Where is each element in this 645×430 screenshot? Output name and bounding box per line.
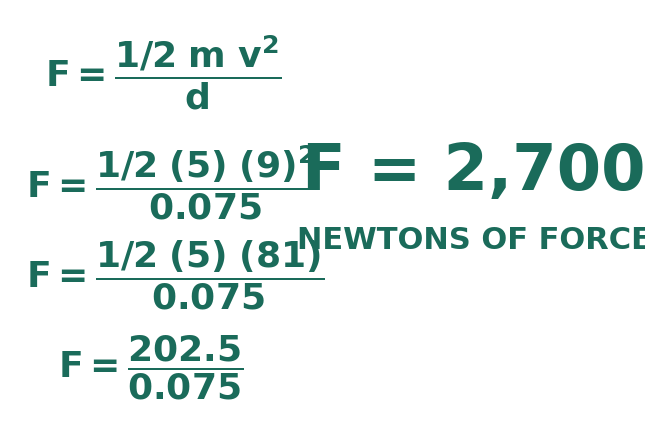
- Text: $\mathbf{F = \dfrac{202.5}{0.075}}$: $\mathbf{F = \dfrac{202.5}{0.075}}$: [58, 334, 243, 402]
- Text: F = 2,700: F = 2,700: [303, 141, 645, 203]
- Text: $\mathbf{F = \dfrac{1/2\ (5)\ (81)}{0.075}}$: $\mathbf{F = \dfrac{1/2\ (5)\ (81)}{0.07…: [26, 239, 324, 312]
- Text: $\mathbf{F = \dfrac{1/2\ (5)\ (9)^2}{0.075}}$: $\mathbf{F = \dfrac{1/2\ (5)\ (9)^2}{0.0…: [26, 144, 318, 222]
- Text: $\mathbf{F = \dfrac{1/2\ m\ v^2}{d}}$: $\mathbf{F = \dfrac{1/2\ m\ v^2}{d}}$: [45, 34, 282, 112]
- Text: NEWTONS OF FORCE: NEWTONS OF FORCE: [297, 226, 645, 255]
